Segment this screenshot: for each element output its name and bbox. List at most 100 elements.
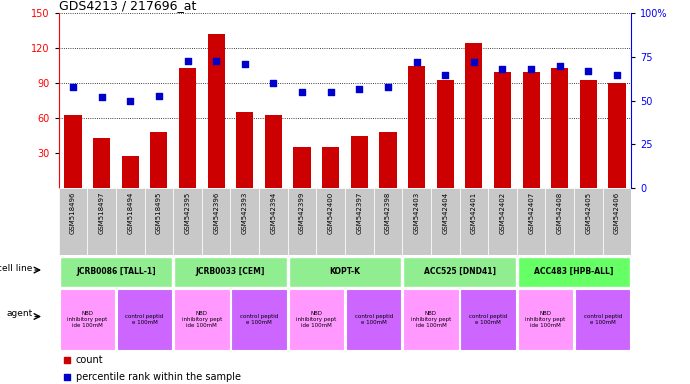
Bar <box>431 188 460 255</box>
Bar <box>551 68 569 188</box>
Text: agent: agent <box>6 309 32 318</box>
Text: JCRB0033 [CEM]: JCRB0033 [CEM] <box>196 267 265 276</box>
Bar <box>117 289 172 350</box>
Text: NBD
inhibitory pept
ide 100mM: NBD inhibitory pept ide 100mM <box>67 311 108 328</box>
Point <box>469 59 480 65</box>
Text: control peptid
e 100mM: control peptid e 100mM <box>584 314 622 325</box>
Point <box>583 68 594 74</box>
Bar <box>403 289 459 350</box>
Bar <box>575 289 631 350</box>
Bar <box>173 188 202 255</box>
Bar <box>208 35 225 188</box>
Text: GSM542399: GSM542399 <box>299 192 305 234</box>
Point <box>325 89 336 95</box>
Text: NBD
inhibitory pept
ide 100mM: NBD inhibitory pept ide 100mM <box>411 311 451 328</box>
Text: GSM542404: GSM542404 <box>442 192 448 233</box>
Text: GSM518496: GSM518496 <box>70 192 76 234</box>
Point <box>440 71 451 78</box>
Text: control peptid
e 100mM: control peptid e 100mM <box>355 314 393 325</box>
Bar <box>580 80 597 188</box>
Text: count: count <box>76 356 104 366</box>
Text: NBD
inhibitory pept
ide 100mM: NBD inhibitory pept ide 100mM <box>296 311 337 328</box>
Bar <box>231 289 287 350</box>
Text: GSM518497: GSM518497 <box>99 192 105 234</box>
Text: GSM542400: GSM542400 <box>328 192 334 234</box>
Bar <box>202 188 230 255</box>
Bar <box>59 289 115 350</box>
Point <box>210 58 221 64</box>
Bar <box>288 188 316 255</box>
Bar <box>174 289 230 350</box>
Bar <box>145 188 173 255</box>
Bar <box>609 83 626 188</box>
Bar <box>316 188 345 255</box>
Text: cell line: cell line <box>0 264 32 273</box>
Bar <box>236 113 253 188</box>
Point <box>417 151 428 157</box>
Bar <box>408 66 425 188</box>
Bar <box>518 289 573 350</box>
Text: NBD
inhibitory pept
ide 100mM: NBD inhibitory pept ide 100mM <box>181 311 222 328</box>
Bar <box>288 257 402 287</box>
Bar <box>322 147 339 188</box>
Text: GDS4213 / 217696_at: GDS4213 / 217696_at <box>59 0 196 12</box>
Point <box>297 89 308 95</box>
Bar <box>374 188 402 255</box>
Bar <box>59 257 172 287</box>
Text: GSM542402: GSM542402 <box>500 192 506 233</box>
Point <box>554 63 565 69</box>
Bar <box>437 80 454 188</box>
Text: GSM542403: GSM542403 <box>413 192 420 234</box>
Bar <box>518 257 631 287</box>
Text: control peptid
e 100mM: control peptid e 100mM <box>469 314 507 325</box>
Bar <box>403 257 516 287</box>
Bar <box>59 188 87 255</box>
Bar <box>522 72 540 188</box>
Bar <box>87 188 116 255</box>
Point <box>96 94 107 100</box>
Bar <box>460 188 489 255</box>
Text: GSM542405: GSM542405 <box>585 192 591 233</box>
Text: ACC525 [DND41]: ACC525 [DND41] <box>424 267 495 276</box>
Bar <box>546 188 574 255</box>
Bar <box>489 188 517 255</box>
Bar <box>465 43 482 188</box>
Bar <box>265 115 282 188</box>
Bar <box>259 188 288 255</box>
Bar <box>574 188 603 255</box>
Text: JCRB0086 [TALL-1]: JCRB0086 [TALL-1] <box>76 267 156 276</box>
Point <box>268 80 279 86</box>
Point <box>125 98 136 104</box>
Bar <box>402 188 431 255</box>
Text: GSM542398: GSM542398 <box>385 192 391 234</box>
Point <box>68 84 79 90</box>
Text: GSM542397: GSM542397 <box>356 192 362 234</box>
Bar <box>603 188 631 255</box>
Text: GSM542393: GSM542393 <box>241 192 248 234</box>
Bar <box>293 147 310 188</box>
Bar <box>345 188 374 255</box>
Text: GSM542394: GSM542394 <box>270 192 277 234</box>
Point <box>411 59 422 65</box>
Bar <box>179 68 196 188</box>
Point <box>497 66 508 73</box>
Text: control peptid
e 100mM: control peptid e 100mM <box>240 314 278 325</box>
Bar <box>288 289 344 350</box>
Text: percentile rank within the sample: percentile rank within the sample <box>76 372 241 382</box>
Bar <box>230 188 259 255</box>
Text: GSM518495: GSM518495 <box>156 192 162 234</box>
Bar <box>346 289 402 350</box>
Point <box>611 71 622 78</box>
Point <box>417 300 428 306</box>
Point <box>239 61 250 67</box>
Bar <box>460 289 516 350</box>
Text: GSM542395: GSM542395 <box>184 192 190 234</box>
Point <box>182 58 193 64</box>
Point <box>526 66 537 73</box>
Bar <box>380 132 397 188</box>
Bar <box>517 188 546 255</box>
Point <box>153 93 164 99</box>
Bar <box>351 136 368 188</box>
Text: GSM542396: GSM542396 <box>213 192 219 234</box>
Text: GSM542407: GSM542407 <box>528 192 534 234</box>
